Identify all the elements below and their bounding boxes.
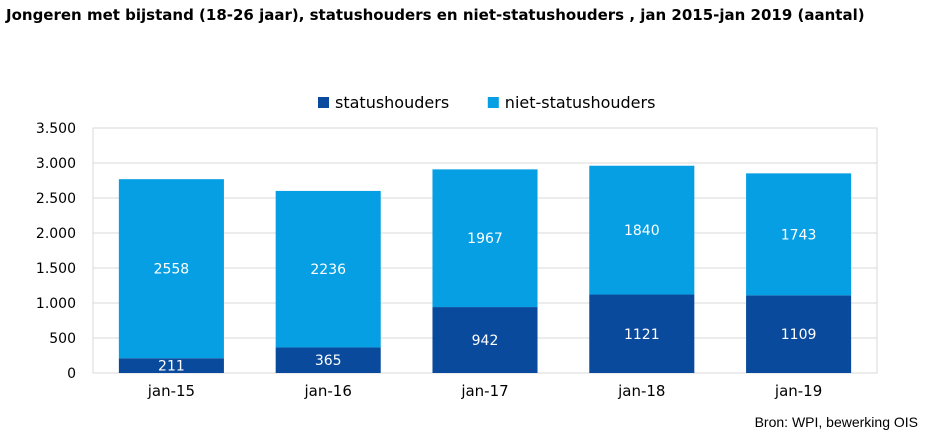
bar-statushouders (118, 358, 224, 373)
x-tick-label: jan-16 (304, 382, 352, 400)
y-tick-label: 500 (49, 331, 76, 347)
x-tick-label: jan-18 (617, 382, 665, 400)
bar-niet-statushouders (118, 179, 224, 359)
x-tick-label: jan-15 (147, 382, 195, 400)
bar-statushouders (432, 307, 538, 373)
x-tick-label: jan-19 (774, 382, 822, 400)
y-tick-label: 3.000 (36, 156, 76, 172)
y-tick-label: 3.500 (36, 121, 76, 137)
bar-statushouders (275, 347, 381, 373)
legend-label-niet-statushouders: niet-statushouders (505, 93, 656, 112)
data-label-statushouders: 1121 (624, 327, 660, 343)
y-tick-label: 1.500 (36, 261, 76, 277)
bar-niet-statushouders (746, 173, 852, 296)
bar-statushouders (589, 294, 695, 373)
y-tick-label: 2.500 (36, 191, 76, 207)
bar-niet-statushouders (589, 165, 695, 295)
data-label-statushouders: 942 (472, 333, 499, 349)
bar-statushouders (746, 295, 852, 373)
y-tick-label: 0 (67, 366, 76, 382)
data-label-niet-statushouders: 1743 (781, 227, 817, 243)
bars: 211 2558 365 2236 942 1967 1121 1840 1109 1743 (118, 165, 852, 375)
legend-label-statushouders: statushouders (335, 93, 449, 112)
data-label-niet-statushouders: 2558 (154, 262, 190, 278)
x-tick-label: jan-17 (460, 382, 508, 400)
data-label-statushouders: 365 (315, 353, 342, 369)
bar-niet-statushouders (275, 190, 381, 348)
data-label-statushouders: 211 (158, 359, 185, 375)
legend: statushouders niet-statushouders (318, 93, 655, 112)
chart-title: Jongeren met bijstand (18-26 jaar), stat… (6, 6, 865, 24)
data-label-statushouders: 1109 (781, 327, 817, 343)
source-note: Bron: WPI, bewerking OIS (754, 414, 918, 430)
data-label-niet-statushouders: 1967 (467, 231, 503, 247)
x-axis: jan-15 jan-16 jan-17 jan-18 jan-19 (147, 382, 823, 400)
data-label-niet-statushouders: 2236 (310, 262, 346, 278)
legend-swatch-niet-statushouders (487, 97, 499, 108)
data-label-niet-statushouders: 1840 (624, 223, 660, 239)
y-tick-label: 1.000 (36, 296, 76, 312)
bar-niet-statushouders (432, 169, 538, 308)
legend-swatch-statushouders (318, 97, 329, 108)
y-tick-label: 2.000 (36, 226, 76, 242)
y-axis: 0 500 1.000 1.500 2.000 2.500 3.000 3.500 (36, 121, 76, 382)
